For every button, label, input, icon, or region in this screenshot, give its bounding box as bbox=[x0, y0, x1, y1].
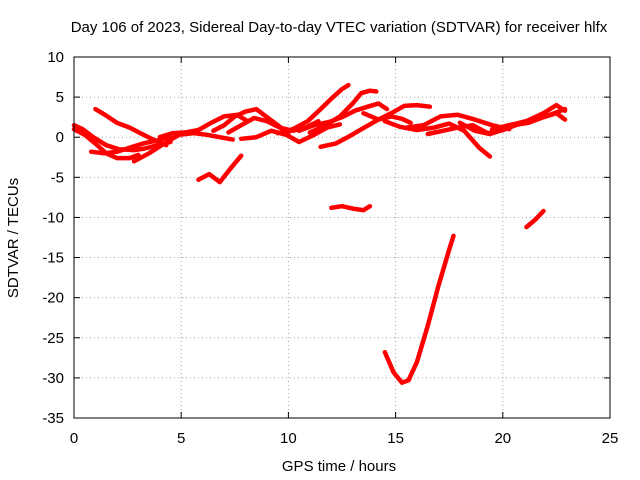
series-arc-11 bbox=[275, 82, 351, 136]
y-tick-label: 5 bbox=[56, 89, 64, 106]
x-axis-label: GPS time / hours bbox=[282, 458, 396, 475]
series-arc-17 bbox=[404, 112, 512, 132]
series-arc-13 bbox=[307, 88, 379, 135]
x-tick-label: 5 bbox=[177, 430, 185, 447]
series-arc-10 bbox=[238, 122, 343, 145]
series-arc-23 bbox=[382, 233, 456, 385]
x-tick-label: 20 bbox=[494, 430, 511, 447]
series-arc-15 bbox=[361, 102, 433, 122]
x-tick-label: 15 bbox=[387, 430, 404, 447]
series-arc-14 bbox=[318, 114, 413, 150]
y-tick-label: -20 bbox=[42, 290, 64, 307]
series-arc-24 bbox=[524, 208, 546, 230]
y-tick-label: -5 bbox=[51, 169, 64, 186]
axis-ticks: 0 5 10 15 20 25 10 5 0 -5 -10 -15 -20 -25 -30 -35 bbox=[42, 49, 618, 447]
series-arc-21 bbox=[511, 110, 568, 128]
y-tick-label: -15 bbox=[42, 250, 64, 267]
x-tick-label: 10 bbox=[280, 430, 297, 447]
y-tick-label: -25 bbox=[42, 330, 64, 347]
series-arc-20 bbox=[489, 102, 568, 132]
series-arc-12 bbox=[296, 101, 390, 134]
chart-title: Day 106 of 2023, Sidereal Day-to-day VTE… bbox=[71, 19, 608, 36]
y-tick-label: 10 bbox=[47, 49, 64, 66]
y-tick-label: -30 bbox=[42, 370, 64, 387]
y-tick-label: -10 bbox=[42, 209, 64, 226]
y-tick-label: 0 bbox=[56, 129, 64, 146]
series-arc-7 bbox=[196, 153, 244, 185]
series-arc-4 bbox=[93, 106, 169, 148]
x-tick-label: 25 bbox=[602, 430, 619, 447]
x-tick-label: 0 bbox=[70, 430, 78, 447]
series-arc-22 bbox=[329, 203, 373, 213]
y-axis-label: SDTVAR / TECUs bbox=[5, 178, 22, 298]
plot-frame bbox=[73, 56, 611, 419]
series-arc-16 bbox=[382, 118, 493, 159]
data-series bbox=[71, 82, 568, 385]
y-tick-label: -35 bbox=[42, 410, 64, 427]
